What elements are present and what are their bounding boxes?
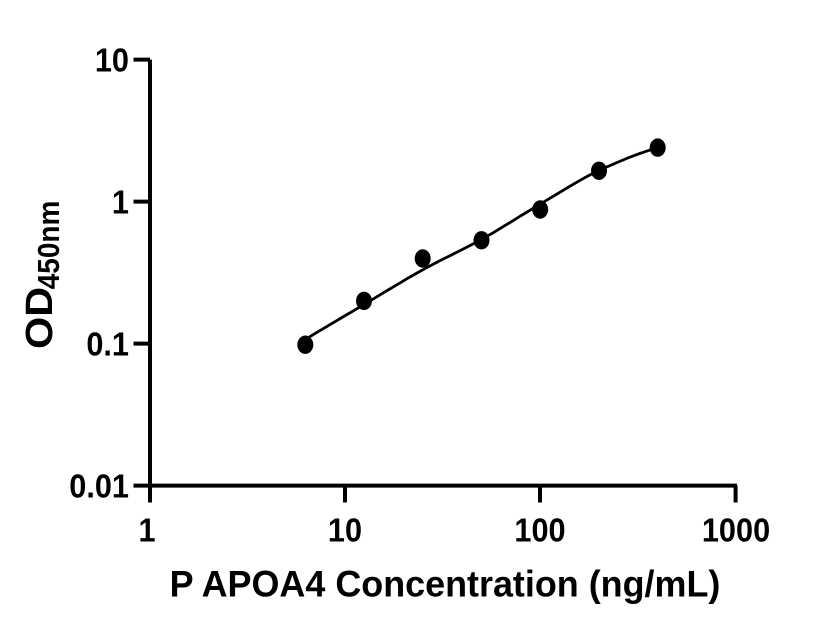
svg-text:OD: OD [19, 287, 61, 349]
svg-text:0.1: 0.1 [86, 326, 129, 363]
svg-text:10: 10 [328, 511, 362, 548]
svg-text:10: 10 [95, 42, 129, 79]
svg-text:1: 1 [138, 511, 155, 548]
svg-text:1: 1 [112, 184, 129, 221]
svg-text:1000: 1000 [702, 511, 770, 548]
svg-text:P APOA4 Concentration (ng/mL): P APOA4 Concentration (ng/mL) [170, 563, 721, 605]
svg-text:100: 100 [514, 511, 565, 548]
svg-text:450nm: 450nm [32, 201, 67, 290]
svg-text:0.01: 0.01 [69, 468, 129, 505]
